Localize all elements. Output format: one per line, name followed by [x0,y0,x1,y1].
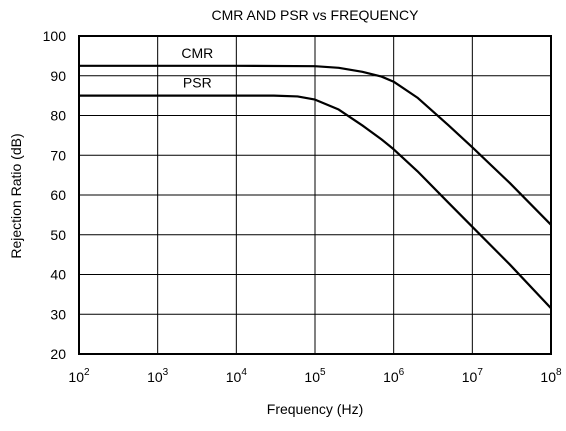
y-tick-label: 50 [50,227,66,243]
y-tick-label: 40 [50,267,66,283]
x-tick-label: 108 [540,367,562,385]
x-tick-label: 104 [226,367,248,385]
series-label-psr: PSR [183,75,212,91]
plot-frame [78,35,552,355]
y-tick-label: 100 [43,28,67,44]
x-tick-exponent: 3 [163,367,169,378]
series-label-cmr: CMR [181,45,213,61]
series-line-cmr [79,64,552,226]
x-tick-label: 106 [383,367,405,385]
x-tick-exponent: 5 [320,367,326,378]
x-tick-base: 10 [304,369,320,385]
x-tick-base: 10 [383,369,399,385]
x-tick-label: 107 [462,367,484,385]
y-tick-label: 80 [50,108,66,124]
x-tick-exponent: 2 [84,367,90,378]
y-tick-label: 20 [50,346,66,362]
y-tick-label: 70 [50,147,66,163]
x-axis-label: Frequency (Hz) [267,401,363,417]
x-tick-exponent: 7 [477,367,483,378]
x-tick-base: 10 [226,369,242,385]
y-tick-label: 90 [50,68,66,84]
x-tick-label: 102 [68,367,90,385]
x-tick-exponent: 4 [241,367,247,378]
y-tick-label: 30 [50,306,66,322]
x-tick-base: 10 [462,369,478,385]
x-tick-exponent: 6 [399,367,405,378]
x-tick-label: 103 [147,367,169,385]
x-tick-base: 10 [68,369,84,385]
chart-title: CMR AND PSR vs FREQUENCY [212,7,420,23]
series-line-psr [79,94,552,310]
x-tick-base: 10 [147,369,163,385]
y-tick-label: 60 [50,187,66,203]
x-tick-exponent: 8 [556,367,562,378]
y-axis-label: Rejection Ratio (dB) [8,133,24,258]
x-tick-label: 105 [304,367,326,385]
x-tick-base: 10 [540,369,556,385]
